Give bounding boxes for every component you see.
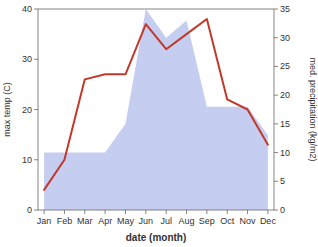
x-tick-label: Jun [139,216,154,226]
y2-tick [274,152,278,153]
x-tick-label: Aug [179,216,195,226]
y2-tick-label: 10 [280,148,290,158]
x-tick [44,210,45,214]
marks [44,9,268,210]
x-tick-label: Oct [220,216,235,226]
y-tick-label: 30 [22,54,32,64]
x-tick [267,210,268,214]
y-tick-label: 10 [22,155,32,165]
y2-tick-label: 35 [280,4,290,14]
x-tick-label: Nov [240,216,257,226]
x-tick [105,210,106,214]
y2-tick-label: 5 [280,176,285,186]
y-tick [34,210,38,211]
chart: 0 10 20 30 40 0 5 10 15 20 25 30 35 Jan Feb Mar Apr May Ju… [0,0,318,247]
y2-axis-label: med. precipitation (kg/m2) [308,57,318,161]
y-tick-label: 40 [22,4,32,14]
x-tick [125,210,126,214]
y-tick-label: 20 [22,105,32,115]
y-tick [34,59,38,60]
y-tick [34,9,38,10]
precipitation-area [44,9,268,210]
x-tick [227,210,228,214]
y-tick-label: 0 [27,205,32,215]
temperature-line [44,19,268,190]
y2-tick [274,181,278,182]
x-tick [64,210,65,214]
y-tick [34,109,38,110]
y-tick [34,159,38,160]
y-axis-label: max temp (C) [2,82,12,137]
y2-tick [274,9,278,10]
y2-tick [274,66,278,67]
x-tick-label: Apr [98,216,112,226]
x-tick-label: Mar [77,216,93,226]
y2-tick-label: 20 [280,90,290,100]
x-tick-label: Jan [37,216,52,226]
x-tick [166,210,167,214]
x-tick-label: Dec [260,216,277,226]
x-tick-label: May [117,216,135,226]
y2-tick-label: 0 [280,205,285,215]
y2-tick [274,123,278,124]
x-tick-label: Sep [199,216,215,226]
y2-tick-label: 30 [280,33,290,43]
plot-frame [38,9,274,210]
x-tick [186,210,187,214]
y2-tick-label: 25 [280,61,290,71]
x-tick [84,210,85,214]
y2-tick [274,210,278,211]
x-axis-label: date (month) [126,232,187,243]
y2-tick [274,95,278,96]
x-tick [145,210,146,214]
x-tick-label: Feb [57,216,73,226]
x-tick-label: Jul [160,216,172,226]
x-tick [247,210,248,214]
y2-tick [274,37,278,38]
x-tick [206,210,207,214]
y2-tick-label: 15 [280,119,290,129]
